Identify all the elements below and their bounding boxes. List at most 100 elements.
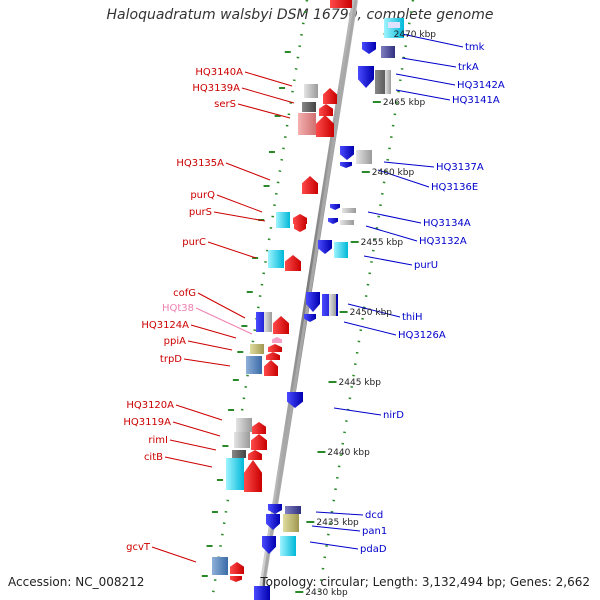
gene-arrow[interactable] — [294, 224, 306, 232]
gene-feature-partial[interactable] — [388, 22, 400, 28]
gene-feature-cofG-overlap[interactable] — [264, 312, 272, 332]
gene-feature-rimI[interactable] — [232, 450, 246, 458]
gene-feature-HQ3137A-box[interactable] — [356, 150, 372, 164]
gene-feature-trkA[interactable] — [381, 46, 395, 58]
gene-label-cofG[interactable]: cofG — [173, 288, 196, 299]
gene-feature-HQ3132A[interactable] — [328, 218, 338, 224]
leader-line — [237, 103, 291, 119]
gene-arrow[interactable] — [266, 352, 280, 360]
leader-line — [333, 407, 382, 416]
gene-label-purC[interactable]: purC — [182, 237, 206, 248]
gene-label-serS[interactable]: serS — [214, 99, 236, 110]
gene-label-HQ3140A[interactable]: HQ3140A — [195, 67, 243, 78]
gene-feature-HQ3142A[interactable] — [358, 66, 374, 88]
gene-label-HQ3139A[interactable]: HQ3139A — [192, 83, 240, 94]
gene-feature-HQ3135A[interactable] — [302, 176, 318, 194]
gene-label-trkA[interactable]: trkA — [458, 62, 479, 73]
gene-feature-HQ3137A[interactable] — [340, 146, 354, 160]
gene-feature-pan1[interactable] — [283, 514, 299, 532]
gene-feature-ppiA[interactable] — [268, 344, 282, 352]
gene-feature-citB[interactable] — [226, 458, 244, 490]
gene-feature-thiH[interactable] — [306, 292, 320, 312]
gene-feature-tmk-arrow[interactable] — [362, 42, 376, 54]
leader-line — [395, 73, 456, 86]
gene-feature-HQ3134A-box[interactable] — [342, 208, 356, 213]
gene-feature-partial[interactable] — [254, 586, 270, 600]
gene-feature-HQ3124A[interactable] — [250, 344, 264, 354]
kbp-marker-label: 2460 kbp — [372, 168, 415, 178]
gene-label-HQ3137A[interactable]: HQ3137A — [436, 162, 484, 173]
gene-feature-nirD[interactable] — [287, 392, 303, 408]
gene-label-rimI[interactable]: rimI — [148, 435, 168, 446]
gene-label-HQ3141A[interactable]: HQ3141A — [452, 95, 500, 106]
gene-label-HQ3136E[interactable]: HQ3136E — [431, 182, 478, 193]
gene-arrow[interactable] — [285, 255, 301, 271]
gene-label-citB[interactable]: citB — [144, 452, 163, 463]
gene-feature-purU[interactable] — [318, 240, 332, 254]
gene-label-purS[interactable]: purS — [189, 207, 212, 218]
leader-line — [187, 340, 233, 351]
kbp-marker-label: 2465 kbp — [383, 98, 426, 108]
gene-feature-HQ3134A[interactable] — [330, 204, 340, 210]
leader-line — [395, 89, 451, 101]
gene-feature-HQ3136E[interactable] — [340, 162, 352, 168]
gene-arrow[interactable] — [323, 88, 337, 104]
gene-label-HQ3134A[interactable]: HQ3134A — [423, 218, 471, 229]
gene-feature-purU-box[interactable] — [334, 242, 348, 258]
gene-arrow[interactable] — [252, 422, 266, 434]
gene-label-HQ3142A[interactable]: HQ3142A — [457, 80, 505, 91]
gene-label-gcvT[interactable]: gcvT — [126, 542, 151, 553]
gene-label-HQ3132A[interactable]: HQ3132A — [419, 236, 467, 247]
gene-feature-thiH-edge[interactable] — [329, 294, 336, 316]
gene-label-HQt38[interactable]: HQt38 — [162, 303, 194, 314]
gene-feature-HQ3132A-box[interactable] — [340, 220, 354, 225]
gene-arrow[interactable] — [248, 450, 262, 460]
gene-feature-HQ3141A-edge[interactable] — [385, 70, 391, 94]
gene-feature-purC[interactable] — [268, 250, 284, 268]
gene-arrow[interactable] — [319, 104, 333, 116]
gene-arrow[interactable] — [316, 115, 334, 137]
gene-arrow[interactable] — [251, 434, 267, 450]
gene-feature-HQ3139A[interactable] — [302, 102, 316, 112]
gene-arrow[interactable] — [244, 460, 262, 492]
gene-feature-HQ3140A[interactable] — [304, 84, 318, 98]
gene-label-purU[interactable]: purU — [414, 260, 438, 271]
gene-label-tmk[interactable]: tmk — [465, 42, 485, 53]
gene-feature-dcd[interactable] — [268, 504, 282, 514]
gene-feature-dcd-box[interactable] — [285, 506, 301, 514]
gene-arrow[interactable] — [230, 562, 244, 574]
gene-feature-purS[interactable] — [293, 214, 307, 224]
gene-label-HQ3135A[interactable]: HQ3135A — [176, 158, 224, 169]
gene-label-purQ[interactable]: purQ — [190, 190, 215, 201]
gene-arrow[interactable] — [230, 576, 242, 582]
gene-label-dcd[interactable]: dcd — [365, 510, 383, 521]
leader-line — [169, 439, 217, 451]
gene-label-trpD[interactable]: trpD — [160, 354, 182, 365]
leader-line — [183, 358, 231, 367]
gene-label-HQ3126A[interactable]: HQ3126A — [398, 330, 446, 341]
gene-label-nirD[interactable]: nirD — [383, 410, 404, 421]
gene-feature-serS[interactable] — [298, 113, 316, 135]
leader-line — [195, 307, 253, 335]
gene-label-ppiA[interactable]: ppiA — [164, 336, 186, 347]
gene-feature-pdaD-arrow[interactable] — [262, 536, 276, 554]
gene-feature-HQ3119A[interactable] — [234, 432, 250, 448]
gene-feature-trpD[interactable] — [246, 356, 262, 374]
gene-label-thiH[interactable]: thiH — [402, 312, 423, 323]
gene-feature-HQt38[interactable] — [272, 337, 282, 343]
gene-label-HQ3120A[interactable]: HQ3120A — [126, 400, 174, 411]
gene-feature-gcvT[interactable] — [212, 557, 228, 575]
gene-feature-partial[interactable] — [330, 0, 352, 8]
gene-label-HQ3119A[interactable]: HQ3119A — [123, 417, 171, 428]
leader-line — [213, 211, 266, 222]
gene-feature-HQ3126A[interactable] — [304, 314, 316, 322]
gene-feature-HQ3120A[interactable] — [236, 418, 252, 432]
gene-feature-purQ[interactable] — [276, 212, 290, 228]
gene-arrow[interactable] — [273, 316, 289, 334]
gene-label-HQ3124A[interactable]: HQ3124A — [141, 320, 189, 331]
gene-feature-pan1-arrow[interactable] — [266, 514, 280, 530]
gene-feature-pdaD[interactable] — [280, 536, 296, 556]
gene-label-pan1[interactable]: pan1 — [362, 526, 387, 537]
gene-label-pdaD[interactable]: pdaD — [360, 544, 387, 555]
gene-arrow[interactable] — [264, 360, 278, 376]
